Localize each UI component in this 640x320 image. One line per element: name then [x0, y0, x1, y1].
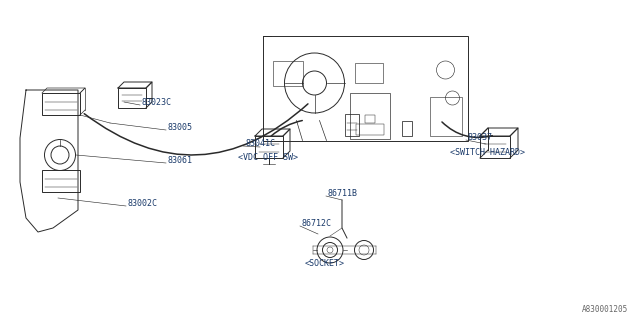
Bar [262, 36, 467, 140]
Bar [273, 61, 303, 86]
Text: 83005: 83005 [168, 123, 193, 132]
Text: 83023C: 83023C [142, 98, 172, 107]
Text: <VDC OFF SW>: <VDC OFF SW> [238, 153, 298, 162]
Text: 86711B: 86711B [328, 189, 358, 198]
Bar [365, 115, 375, 123]
Text: 83037: 83037 [468, 133, 493, 142]
Text: 83041C: 83041C [245, 139, 275, 148]
Bar [42, 93, 80, 115]
Text: A830001205: A830001205 [582, 305, 628, 314]
Text: 86712C: 86712C [302, 219, 332, 228]
Bar [255, 136, 283, 158]
Bar [355, 63, 383, 83]
Text: <SOCKET>: <SOCKET> [305, 259, 345, 268]
Bar [118, 88, 146, 108]
Text: 83002C: 83002C [128, 199, 158, 208]
Bar [350, 93, 390, 139]
Text: <SWITCH HAZARD>: <SWITCH HAZARD> [450, 148, 525, 157]
Bar [429, 98, 461, 135]
Bar [403, 121, 413, 135]
Bar [344, 114, 358, 135]
Bar [356, 124, 384, 134]
Bar [480, 136, 510, 158]
Bar [42, 170, 80, 192]
Text: 83061: 83061 [168, 156, 193, 165]
